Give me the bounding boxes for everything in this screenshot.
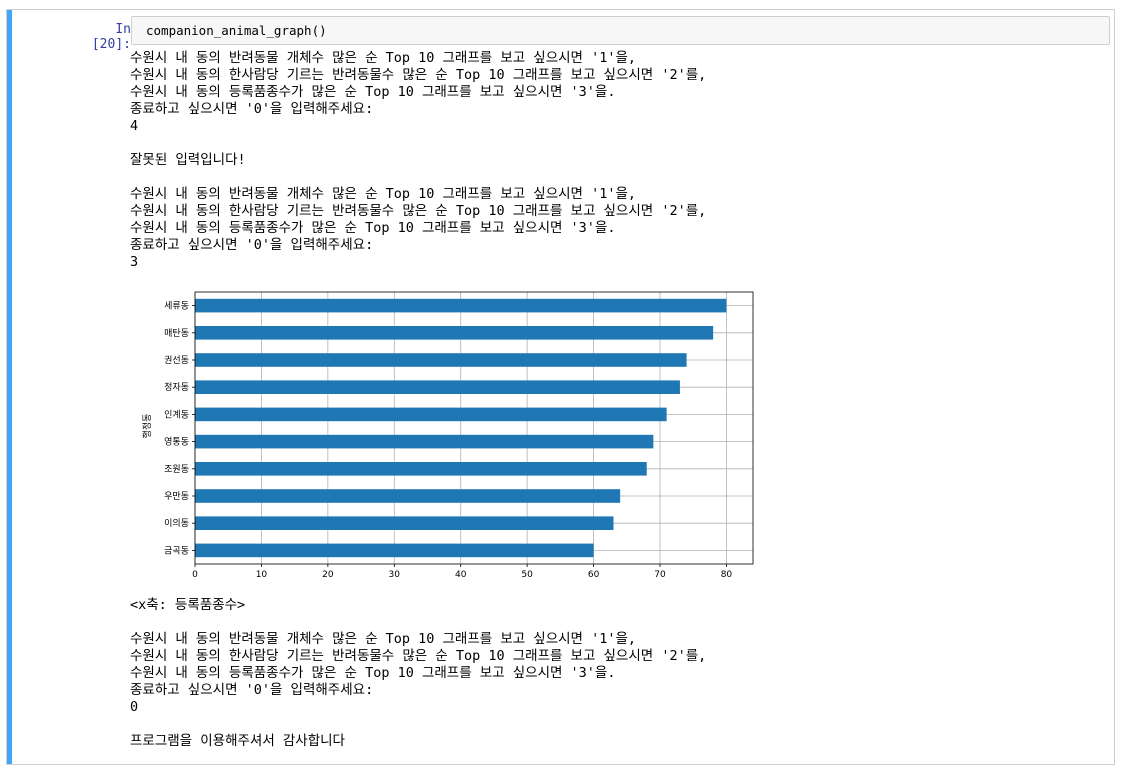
output-user-input-2: 3 [130, 254, 139, 270]
bar-영통동 [195, 434, 654, 449]
output-prompt-1-line-2: 수원시 내 동의 한사람당 기르는 반려동물수 많은 순 Top 10 그래프를… [130, 67, 707, 83]
x-tick-label: 60 [588, 570, 600, 580]
input-prompt: In [20]: [91, 22, 131, 52]
output-user-input-1: 4 [130, 118, 139, 134]
output-prompt-3-line-1: 수원시 내 동의 반려동물 개체수 많은 순 Top 10 그래프를 보고 싶으… [130, 631, 637, 647]
x-tick-label: 70 [654, 570, 666, 580]
y-tick-label: 권선동 [164, 354, 189, 366]
plot-frame [194, 291, 754, 565]
x-tick-label: 30 [389, 570, 401, 580]
bar-세류동 [195, 298, 727, 313]
bar-권선동 [195, 353, 687, 367]
output-prompt-3-line-2: 수원시 내 동의 한사람당 기르는 반려동물수 많은 순 Top 10 그래프를… [130, 648, 707, 664]
output-prompt-2-line-1: 수원시 내 동의 반려동물 개체수 많은 순 Top 10 그래프를 보고 싶으… [130, 186, 637, 202]
x-tick-label: 40 [455, 570, 467, 580]
y-tick-label: 우만동 [164, 491, 189, 502]
bar-금곡동 [195, 543, 594, 558]
output-prompt-3-line-3: 수원시 내 동의 등록품종수가 많은 순 Top 10 그래프를 보고 싶으시면… [130, 665, 616, 681]
output-prompt-2-line-2: 수원시 내 동의 한사람당 기르는 반려동물수 많은 순 Top 10 그래프를… [130, 203, 707, 219]
y-tick-label: 조원동 [164, 464, 189, 475]
output-prompt-1-line-1: 수원시 내 동의 반려동물 개체수 많은 순 Top 10 그래프를 보고 싶으… [130, 50, 637, 66]
bar-인계동 [195, 407, 667, 422]
notebook-cell[interactable]: In [20]: companion_animal_graph() [6, 9, 1115, 765]
output-prompt-1-line-3: 수원시 내 동의 등록품종수가 많은 순 Top 10 그래프를 보고 싶으시면… [130, 84, 616, 100]
code-text: companion_animal_graph() [146, 23, 327, 38]
y-axis-label: 행정동 [141, 414, 153, 439]
output-prompt-3-line-4: 종료하고 싶으시면 '0'을 입력해주세요: [130, 682, 374, 698]
y-tick-label: 영통동 [164, 437, 189, 448]
bar-이의동 [195, 516, 614, 530]
bar-정자동 [195, 380, 680, 394]
output-prompt-2-line-4: 종료하고 싶으시면 '0'을 입력해주세요: [130, 237, 374, 253]
output-goodbye: 프로그램을 이용해주셔서 감사합니다 [130, 733, 345, 749]
x-tick-label: 20 [322, 570, 334, 580]
y-tick-label: 매탄동 [164, 328, 189, 339]
output-axis-note: <x축: 등록품종수> [130, 597, 246, 613]
y-tick-label: 인계동 [164, 408, 189, 420]
y-tick-label: 이의동 [164, 518, 189, 529]
y-tick-label: 정자동 [164, 382, 189, 393]
x-tick-label: 0 [192, 570, 198, 580]
bar-매탄동 [195, 326, 714, 340]
bar-chart-svg: 0 10 20 30 40 50 60 70 80 세류동매탄동권선동정자동인계동영통동조원동우만… [141, 291, 754, 580]
y-tick-label: 금곡동 [164, 545, 189, 556]
y-tick-label: 세류동 [164, 301, 189, 312]
code-input-area[interactable]: companion_animal_graph() [131, 16, 1110, 45]
output-prompt-2-line-3: 수원시 내 동의 등록품종수가 많은 순 Top 10 그래프를 보고 싶으시면… [130, 220, 616, 236]
x-tick-label: 50 [521, 570, 533, 580]
x-tick-label: 10 [256, 570, 268, 580]
bar-우만동 [195, 489, 621, 503]
bar-조원동 [195, 462, 647, 476]
output-user-input-3: 0 [130, 699, 139, 715]
x-tick-label: 80 [721, 570, 733, 580]
output-error-message: 잘못된 입력입니다! [130, 152, 246, 168]
cell-selection-bar [7, 10, 12, 764]
output-prompt-1-line-4: 종료하고 싶으시면 '0'을 입력해주세요: [130, 101, 374, 117]
